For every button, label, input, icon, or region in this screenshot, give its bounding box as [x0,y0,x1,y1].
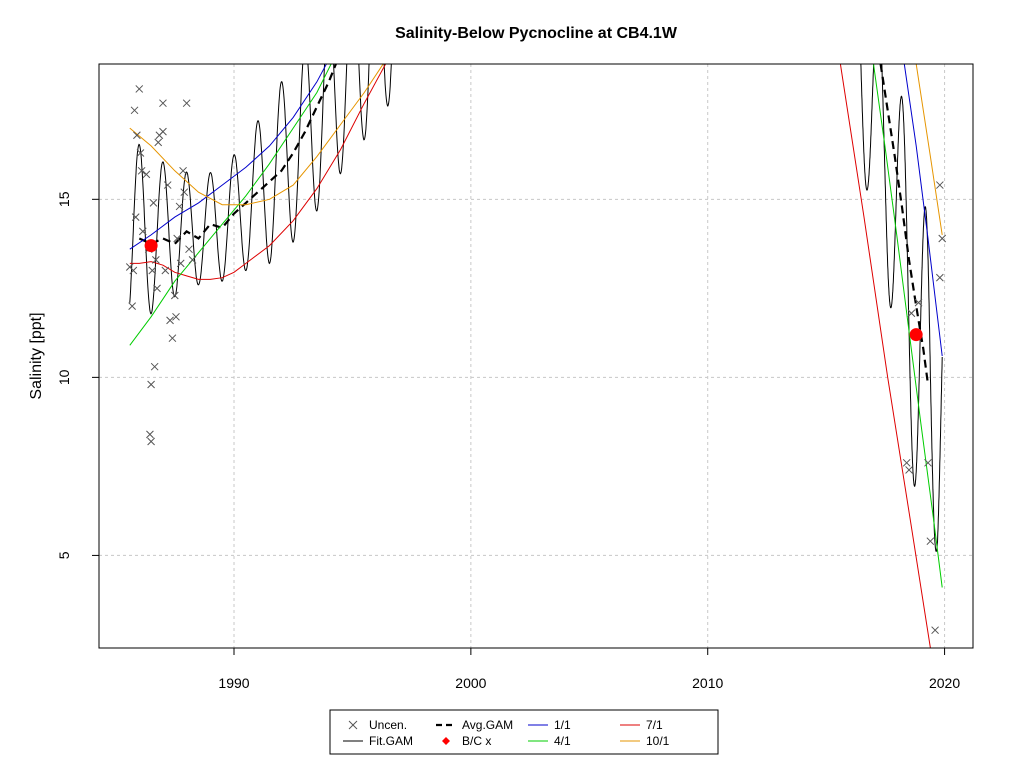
legend-label: 7/1 [646,718,663,732]
y-axis-label: Salinity [ppt] [28,312,45,399]
observation-point [926,537,935,546]
legend-label: Avg.GAM [462,718,513,732]
plot-area [125,64,947,648]
x-tick-label: 2020 [929,675,960,691]
grid-lines [99,64,973,648]
y-tick-label: 5 [56,551,72,559]
x-tick-label: 1990 [218,675,249,691]
observation-point [938,234,947,243]
observation-point [172,312,180,321]
observation-point [166,316,174,325]
observation-point [159,99,167,108]
observation-point [148,266,157,275]
observation-point [175,202,184,211]
observation-point [128,302,137,310]
observation-point [147,380,155,389]
observation-point [146,430,154,439]
y-tick-label: 15 [56,191,72,207]
series-line-10-1 [129,64,384,206]
legend-item: Fit.GAM [343,734,413,748]
observation-point [163,181,172,189]
legend-box [329,709,719,755]
observation-point [176,259,185,268]
observation-point [154,138,163,147]
legend-label: B/C x [462,734,491,748]
series-line-4-1 [129,64,332,346]
observation-point [147,437,155,446]
observation-point [131,213,140,221]
series-line-4-1 [873,64,943,588]
observation-point [185,245,193,254]
series-line-7-1 [839,64,931,648]
legend-label: 10/1 [646,734,670,748]
observation-point [150,362,159,371]
series-line-10-1 [915,64,943,235]
observation-point [149,199,158,207]
observation-point [161,266,170,275]
observation-point [188,256,197,264]
observation-point [133,131,141,140]
legend-item: 10/1 [620,734,670,748]
x-axis: 1990 2000 2010 2020 [218,648,960,691]
chart-title: Salinity-Below Pycnocline at CB4.1W [395,25,678,42]
observation-point [931,626,939,635]
legend-label: 1/1 [554,718,571,732]
legend-label: 4/1 [554,734,571,748]
legend-item: B/C x [442,734,491,748]
series-line-avg-gam [879,64,930,385]
legend: Uncen. Avg.GAM 1/1 7/1 Fit.GAM B/C x 4/1 10/1 [329,709,719,755]
plot-frame [98,63,974,649]
observation-point [173,234,182,243]
legend-item: 1/1 [528,718,571,732]
observation-point [935,273,944,282]
legend-item: 7/1 [620,718,663,732]
observation-point [907,309,916,318]
series-line-1-1 [129,64,327,250]
observation-point [135,85,144,93]
observation-point [902,458,911,467]
legend-item: Uncen. [348,718,407,732]
legend-swatch [442,737,450,745]
y-axis: 5 10 15 [56,191,99,559]
observation-point [180,188,189,197]
series-line-1-1 [903,64,943,357]
observation-point [924,458,932,467]
bc-point [909,328,923,342]
legend-swatch [348,720,358,730]
observation-point [153,284,161,293]
observation-point [130,106,139,115]
series-line-fit-gam [129,64,392,315]
observation-point [142,170,151,179]
legend-label: Uncen. [369,718,407,732]
observation-point [137,166,146,175]
observation-point [179,166,187,175]
series-line-7-1 [129,64,387,280]
observation-point [138,227,147,236]
x-tick-label: 2000 [455,675,486,691]
legend-item: Avg.GAM [436,718,513,732]
observation-point [182,99,191,108]
observation-point [136,149,145,157]
x-tick-label: 2010 [692,675,723,691]
observation-point [151,256,160,264]
observation-point [170,291,179,300]
legend-label: Fit.GAM [369,734,413,748]
series-line-avg-gam [138,64,337,246]
observation-point [129,266,138,275]
legend-item: 4/1 [528,734,571,748]
observation-point [168,334,177,343]
observation-point [935,181,944,189]
y-tick-label: 10 [56,369,72,385]
bc-point [144,239,158,253]
observation-point [905,466,913,474]
series-line-fit-gam [860,64,943,553]
observation-point [914,298,923,307]
observation-point [159,127,167,136]
